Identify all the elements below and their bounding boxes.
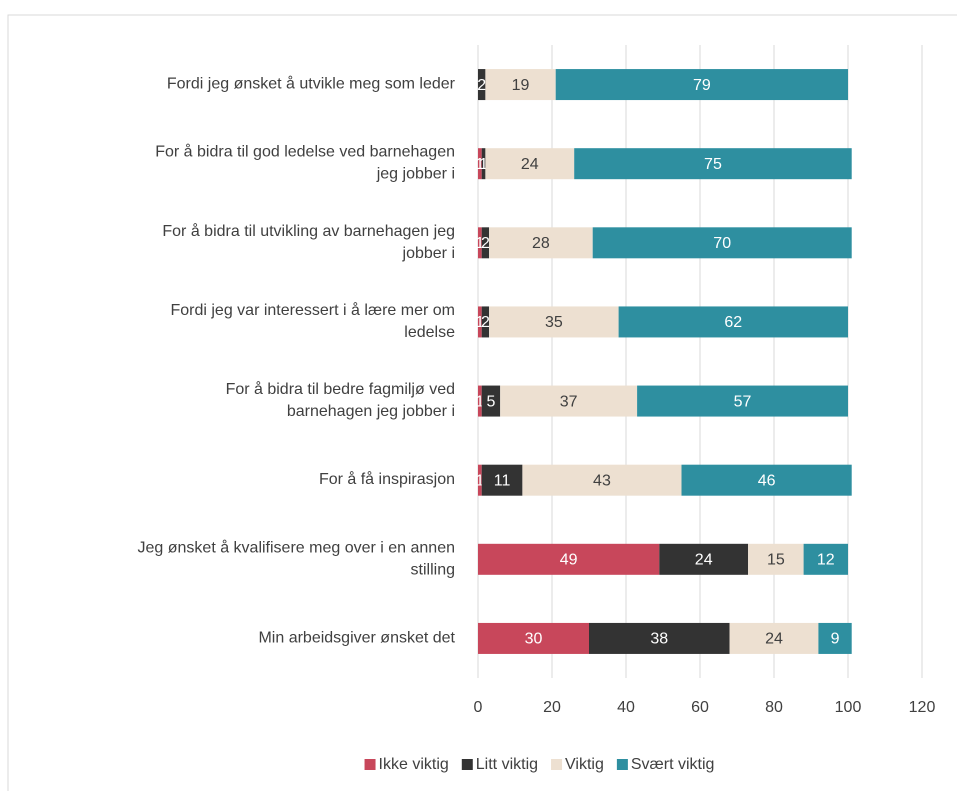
bar-segment (589, 622, 730, 654)
x-tick-label: 120 (909, 699, 936, 716)
data-label: 2 (477, 77, 486, 94)
y-tick-label: For å bidra til utvikling av barnehagen … (162, 222, 455, 262)
bar-segment (478, 464, 482, 496)
data-label: 9 (831, 631, 840, 648)
bar-segment (478, 148, 482, 180)
data-label: 24 (521, 156, 539, 173)
bar-segment (489, 227, 593, 259)
bar-segment (478, 385, 482, 417)
bar-segment (481, 148, 486, 180)
data-label: 30 (525, 631, 543, 648)
data-label: 57 (734, 393, 752, 410)
bar-segment (681, 464, 852, 496)
bar-segment (592, 227, 852, 259)
data-label: 2 (481, 314, 490, 331)
data-label: 28 (532, 235, 550, 252)
data-label: 24 (765, 631, 783, 648)
bar-segment (659, 543, 749, 575)
y-tick-label: Jeg ønsket å kvalifisere meg over i en a… (138, 539, 456, 579)
data-label: 24 (695, 552, 713, 569)
data-label: 62 (724, 314, 742, 331)
data-label: 35 (545, 314, 563, 331)
bar-segment (803, 543, 848, 575)
bar-segment (481, 306, 490, 338)
data-label: 38 (650, 631, 668, 648)
data-label: 70 (713, 235, 731, 252)
x-tick-label: 60 (691, 699, 709, 716)
legend-swatch (616, 759, 628, 770)
bar-segment (485, 69, 556, 101)
bar-segment (729, 622, 819, 654)
legend-label: Litt viktig (476, 756, 538, 773)
y-tick-label: For å bidra til bedre fagmiljø ved barneh… (226, 380, 455, 420)
y-tick-label: For å bidra til god ledelse ved barnehag… (155, 143, 455, 183)
bar-segment (748, 543, 804, 575)
bar-segment (818, 622, 852, 654)
bar-segment (481, 464, 523, 496)
x-tick-label: 20 (543, 699, 561, 716)
bar-segment (555, 69, 848, 101)
data-label: 46 (758, 472, 776, 489)
data-label: 49 (560, 552, 578, 569)
bar-segment (637, 385, 848, 417)
bar-segment (478, 227, 482, 259)
data-label: 1 (475, 314, 484, 331)
x-tick-label: 100 (835, 699, 862, 716)
legend-label: Viktig (565, 756, 604, 773)
x-tick-label: 80 (765, 699, 783, 716)
data-label: 2 (481, 235, 490, 252)
data-label: 79 (693, 77, 711, 94)
bar-segment (481, 385, 501, 417)
data-label: 12 (817, 552, 835, 569)
bar-segment (522, 464, 682, 496)
data-label: 1 (475, 472, 484, 489)
y-tick-label: Fordi jeg var interessert i å lære mer o… (170, 301, 455, 341)
data-label: 43 (593, 472, 611, 489)
legend-swatch (364, 759, 376, 770)
data-label: 37 (560, 393, 578, 410)
y-tick-label: Min arbeidsgiver ønsket det (258, 630, 455, 647)
data-label: 19 (512, 77, 530, 94)
bar-segment (478, 69, 486, 101)
legend-swatch (551, 759, 563, 770)
data-label: 75 (704, 156, 722, 173)
bar-segment (618, 306, 848, 338)
legend-label: Svært viktig (631, 756, 715, 773)
bar-segment (500, 385, 638, 417)
bar-segment (485, 148, 575, 180)
y-tick-label: Fordi jeg ønsket å utvikle meg som leder (167, 75, 456, 93)
bar-segment (481, 227, 490, 259)
data-label: 1 (479, 156, 488, 173)
legend-label: Ikke viktig (379, 756, 449, 773)
data-label: 1 (475, 156, 484, 173)
legend-swatch (461, 759, 473, 770)
x-tick-label: 40 (617, 699, 635, 716)
data-label: 15 (767, 552, 785, 569)
x-tick-label: 0 (474, 699, 483, 716)
bar-segment (574, 148, 852, 180)
bar-segment (478, 543, 660, 575)
data-label: 11 (494, 472, 511, 489)
bar-segment (489, 306, 619, 338)
data-label: 1 (475, 393, 484, 410)
legend: Ikke viktig Litt viktig Viktig Svært viktig (364, 756, 715, 773)
bar-segment (478, 306, 482, 338)
data-label: 1 (475, 235, 484, 252)
y-tick-label: For å få inspirasjon (319, 470, 455, 488)
data-label: 5 (486, 393, 495, 410)
chart-frame (7, 14, 957, 791)
bar-segment (478, 622, 589, 654)
